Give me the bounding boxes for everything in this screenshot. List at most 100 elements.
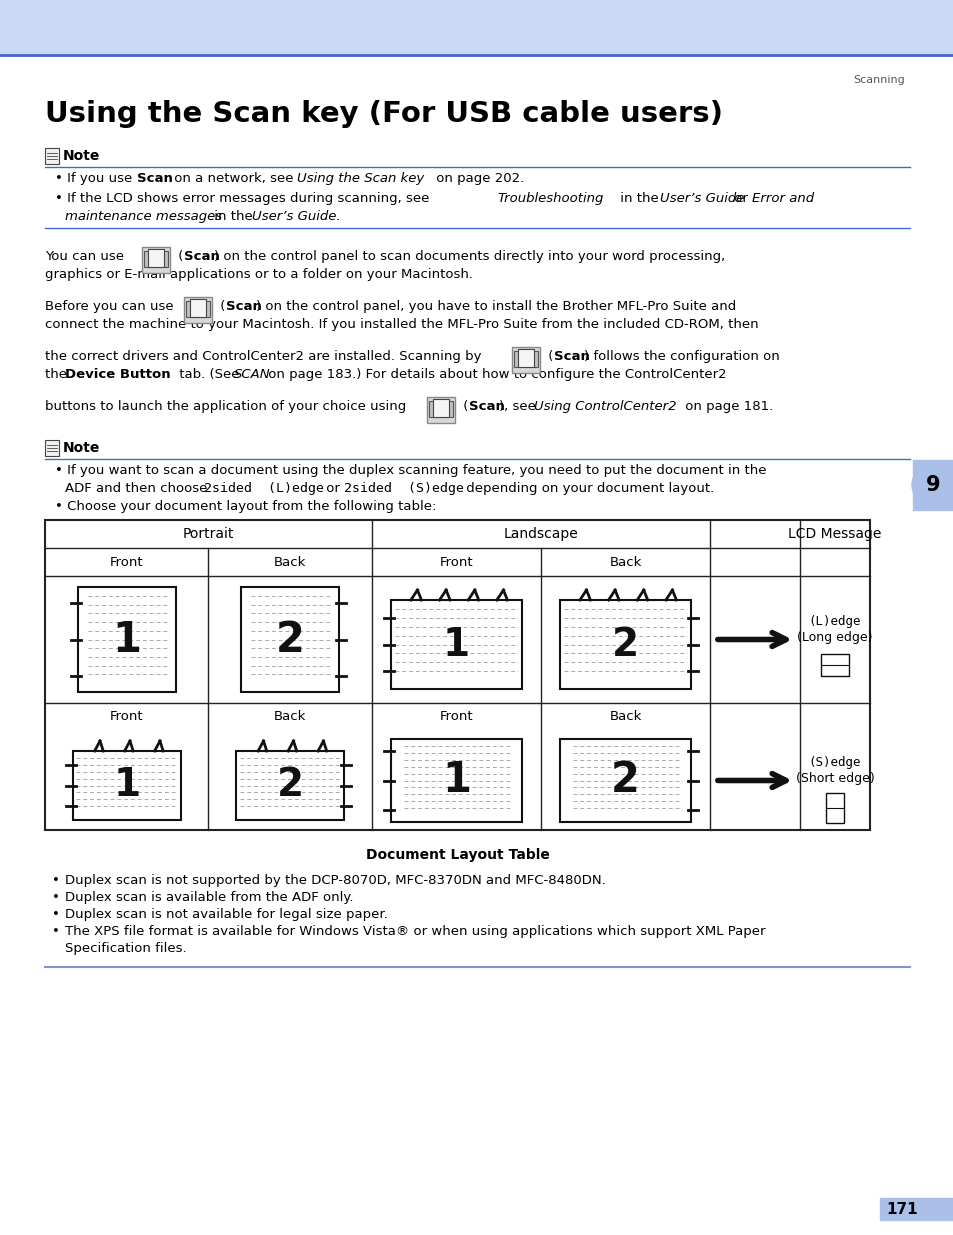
Text: The XPS file format is available for Windows Vista® or when using applications w: The XPS file format is available for Win…	[65, 925, 764, 939]
Bar	[390, 600, 522, 689]
Text: •: •	[52, 890, 60, 904]
Bar	[186, 301, 210, 317]
Text: 9: 9	[924, 475, 940, 495]
Bar	[148, 249, 164, 267]
Bar	[236, 751, 344, 820]
Text: ), see: ), see	[498, 400, 539, 412]
Text: •: •	[52, 925, 60, 939]
Text: Using the Scan key (For USB cable users): Using the Scan key (For USB cable users)	[45, 100, 722, 128]
Bar	[514, 351, 537, 367]
Text: User’s Guide: User’s Guide	[252, 210, 336, 224]
Text: Using the Scan key: Using the Scan key	[296, 172, 424, 185]
Text: graphics or E-mail applications or to a folder on your Macintosh.: graphics or E-mail applications or to a …	[45, 268, 473, 282]
Bar	[45, 148, 59, 164]
Text: Document Layout Table: Document Layout Table	[365, 848, 549, 862]
Text: Portrait: Portrait	[183, 527, 233, 541]
Text: (Short edge): (Short edge)	[795, 772, 874, 785]
Text: depending on your document layout.: depending on your document layout.	[461, 482, 714, 495]
Circle shape	[911, 464, 953, 506]
Text: Front: Front	[110, 556, 143, 568]
Text: on page 183.) For details about how to configure the ControlCenter2: on page 183.) For details about how to c…	[264, 368, 726, 382]
Bar	[45, 520, 869, 830]
Text: Note: Note	[63, 441, 100, 454]
Text: 1: 1	[441, 760, 471, 802]
Text: Scan: Scan	[554, 350, 589, 363]
Bar	[517, 350, 534, 367]
Text: connect the machine to your Macintosh. If you installed the MFL-Pro Suite from t: connect the machine to your Macintosh. I…	[45, 317, 758, 331]
Text: •: •	[52, 874, 60, 887]
Text: Scan: Scan	[226, 300, 262, 312]
Text: in the: in the	[616, 191, 662, 205]
Bar	[825, 793, 843, 823]
Bar	[433, 399, 449, 417]
Text: • If the LCD shows error messages during scanning, see: • If the LCD shows error messages during…	[55, 191, 434, 205]
Text: Scan: Scan	[184, 249, 219, 263]
Bar	[0, 0, 953, 56]
Bar	[241, 588, 339, 692]
Text: 2sided  (S)edge: 2sided (S)edge	[344, 482, 463, 495]
Text: LCD Message: LCD Message	[787, 527, 881, 541]
Text: Back: Back	[609, 710, 641, 724]
Text: 2: 2	[276, 767, 303, 804]
Text: Troubleshooting: Troubleshooting	[497, 191, 602, 205]
Text: (S)edge: (S)edge	[808, 756, 861, 769]
Bar	[559, 600, 691, 689]
Text: Scan: Scan	[469, 400, 504, 412]
Text: Duplex scan is not available for legal size paper.: Duplex scan is not available for legal s…	[65, 908, 387, 921]
Text: Front: Front	[439, 710, 473, 724]
Text: Duplex scan is not supported by the DCP-8070D, MFC-8370DN and MFC-8480DN.: Duplex scan is not supported by the DCP-…	[65, 874, 605, 887]
Text: Front: Front	[439, 556, 473, 568]
Bar	[559, 739, 691, 823]
Bar	[390, 739, 522, 823]
Text: 2sided  (L)edge: 2sided (L)edge	[204, 482, 324, 495]
Bar	[77, 588, 175, 692]
Text: or: or	[322, 482, 344, 495]
Text: ) on the control panel to scan documents directly into your word processing,: ) on the control panel to scan documents…	[213, 249, 724, 263]
Text: 2: 2	[611, 760, 639, 802]
Bar	[912, 459, 953, 510]
Bar	[821, 653, 848, 676]
Text: (: (	[543, 350, 553, 363]
Text: Using ControlCenter2: Using ControlCenter2	[534, 400, 676, 412]
Text: tab. (See: tab. (See	[174, 368, 244, 382]
Text: Specification files.: Specification files.	[65, 942, 187, 955]
Text: • If you use: • If you use	[55, 172, 136, 185]
Text: the correct drivers and ControlCenter2 are installed. Scanning by: the correct drivers and ControlCenter2 a…	[45, 350, 485, 363]
Text: Scan: Scan	[137, 172, 172, 185]
Bar	[427, 396, 455, 424]
Text: 171: 171	[885, 1202, 917, 1216]
Text: • Choose your document layout from the following table:: • Choose your document layout from the f…	[55, 500, 436, 513]
Text: Duplex scan is available from the ADF only.: Duplex scan is available from the ADF on…	[65, 890, 354, 904]
Bar	[144, 251, 168, 267]
Text: ADF and then choose: ADF and then choose	[65, 482, 212, 495]
Text: the: the	[45, 368, 71, 382]
Text: 1: 1	[113, 767, 140, 804]
Text: on page 202.: on page 202.	[432, 172, 524, 185]
Text: in the: in the	[210, 210, 256, 224]
Bar	[512, 347, 539, 373]
Text: on a network, see: on a network, see	[170, 172, 297, 185]
Text: Back: Back	[274, 556, 306, 568]
Text: (: (	[458, 400, 468, 412]
Text: Device Button: Device Button	[65, 368, 171, 382]
Text: .: .	[335, 210, 340, 224]
Bar	[142, 247, 170, 273]
Text: (L)edge: (L)edge	[808, 615, 861, 629]
Text: buttons to launch the application of your choice using: buttons to launch the application of you…	[45, 400, 410, 412]
Text: SCAN: SCAN	[233, 368, 271, 382]
Text: You can use: You can use	[45, 249, 128, 263]
Bar	[429, 401, 453, 417]
Text: ) on the control panel, you have to install the Brother MFL-Pro Suite and: ) on the control panel, you have to inst…	[255, 300, 736, 312]
Text: 1: 1	[112, 619, 141, 661]
Text: ) follows the configuration on: ) follows the configuration on	[583, 350, 779, 363]
Text: 1: 1	[442, 625, 470, 663]
Text: (Long edge): (Long edge)	[797, 631, 872, 643]
Bar	[190, 299, 206, 317]
Text: Note: Note	[63, 149, 100, 163]
Bar	[72, 751, 180, 820]
Text: Front: Front	[110, 710, 143, 724]
Text: Back: Back	[274, 710, 306, 724]
Text: maintenance messages: maintenance messages	[65, 210, 222, 224]
Text: Scanning: Scanning	[852, 75, 904, 85]
Text: (: (	[215, 300, 225, 312]
